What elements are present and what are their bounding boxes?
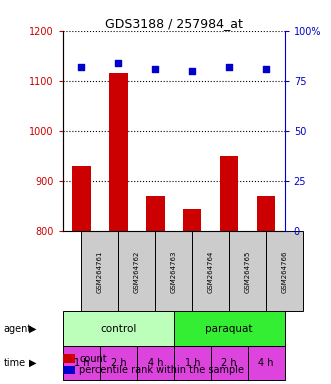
Bar [63, 311, 174, 346]
Bar [266, 231, 303, 311]
Bar [100, 346, 137, 380]
Text: time: time [3, 358, 25, 368]
Text: GSM264765: GSM264765 [245, 250, 251, 293]
Bar [109, 73, 127, 231]
Bar [220, 156, 238, 231]
Point [116, 60, 121, 66]
Bar [118, 231, 155, 311]
Text: agent: agent [3, 324, 31, 334]
Text: paraquat: paraquat [206, 324, 253, 334]
Text: ▶: ▶ [29, 324, 37, 334]
Bar [183, 209, 202, 231]
Text: 2 h: 2 h [221, 358, 237, 368]
Bar [174, 346, 211, 380]
Text: control: control [100, 324, 136, 334]
Bar [155, 231, 192, 311]
Text: GSM264764: GSM264764 [208, 250, 214, 293]
Bar [137, 346, 174, 380]
Bar [146, 196, 165, 231]
Text: count: count [79, 354, 107, 364]
Bar [63, 346, 100, 380]
Title: GDS3188 / 257984_at: GDS3188 / 257984_at [105, 17, 243, 30]
Text: 4 h: 4 h [259, 358, 274, 368]
Bar [81, 231, 118, 311]
Text: 4 h: 4 h [148, 358, 163, 368]
Text: GSM264761: GSM264761 [97, 250, 103, 293]
Text: ▶: ▶ [29, 358, 37, 368]
Text: percentile rank within the sample: percentile rank within the sample [79, 365, 244, 375]
Text: 2 h: 2 h [111, 358, 126, 368]
Bar [248, 346, 285, 380]
Point [226, 64, 232, 70]
Point [79, 64, 84, 70]
Point [263, 66, 269, 72]
Point [190, 68, 195, 74]
Bar [229, 231, 266, 311]
Bar [72, 166, 91, 231]
Text: 1 h: 1 h [184, 358, 200, 368]
Bar [257, 196, 275, 231]
Text: GSM264762: GSM264762 [134, 250, 140, 293]
Bar [192, 231, 229, 311]
Text: GSM264763: GSM264763 [171, 250, 177, 293]
Text: GSM264766: GSM264766 [282, 250, 288, 293]
Point [153, 66, 158, 72]
Bar [211, 346, 248, 380]
Text: 1 h: 1 h [73, 358, 89, 368]
Bar [174, 311, 285, 346]
